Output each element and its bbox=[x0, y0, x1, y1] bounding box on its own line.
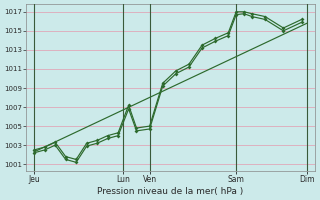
X-axis label: Pression niveau de la mer( hPa ): Pression niveau de la mer( hPa ) bbox=[98, 187, 244, 196]
